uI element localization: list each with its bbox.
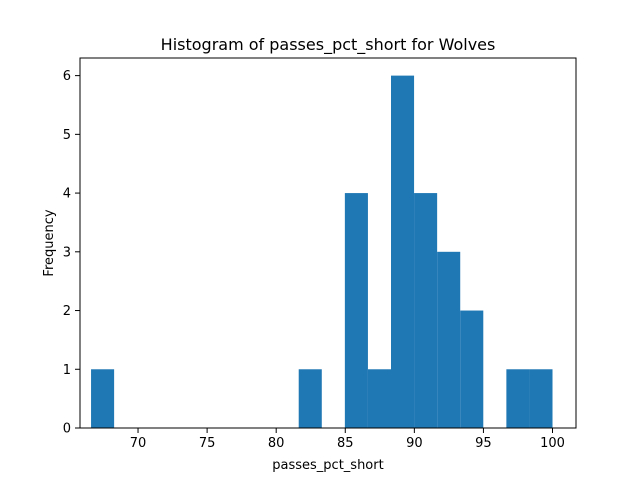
y-tick-label: 0 <box>63 422 71 437</box>
x-tick-label: 95 <box>475 436 492 451</box>
histogram-bar <box>91 369 115 428</box>
x-tick-label: 75 <box>199 436 216 451</box>
y-tick-label: 4 <box>63 187 71 202</box>
histogram-bar <box>460 310 484 428</box>
bars-layer <box>91 75 553 429</box>
y-axis-title: Frequency <box>42 209 57 276</box>
x-tick-label: 100 <box>540 436 565 451</box>
histogram-bar <box>414 193 438 428</box>
histogram-bar <box>367 369 391 428</box>
x-axis-title: passes_pct_short <box>272 458 383 473</box>
plot-frame <box>79 57 577 429</box>
x-tick-label: 70 <box>130 436 147 451</box>
x-tick-label: 90 <box>406 436 423 451</box>
x-tick-label: 85 <box>337 436 354 451</box>
y-axis: 0 1 2 3 4 5 6 <box>63 69 80 437</box>
x-tick-label: 80 <box>268 436 285 451</box>
y-tick-label: 6 <box>63 69 71 84</box>
y-tick-label: 5 <box>63 128 71 143</box>
y-tick-label: 2 <box>63 304 71 319</box>
histogram-bar <box>298 369 322 428</box>
histogram-bar <box>391 75 415 429</box>
histogram-bar <box>437 251 461 428</box>
y-tick-label: 3 <box>63 245 71 260</box>
chart-title: Histogram of passes_pct_short for Wolves <box>161 35 496 55</box>
x-axis: 70 75 80 85 90 95 100 <box>130 428 565 451</box>
y-tick-label: 1 <box>63 363 71 378</box>
histogram-bar <box>506 369 530 428</box>
histogram-bar <box>344 193 368 428</box>
histogram-bar <box>529 369 553 428</box>
